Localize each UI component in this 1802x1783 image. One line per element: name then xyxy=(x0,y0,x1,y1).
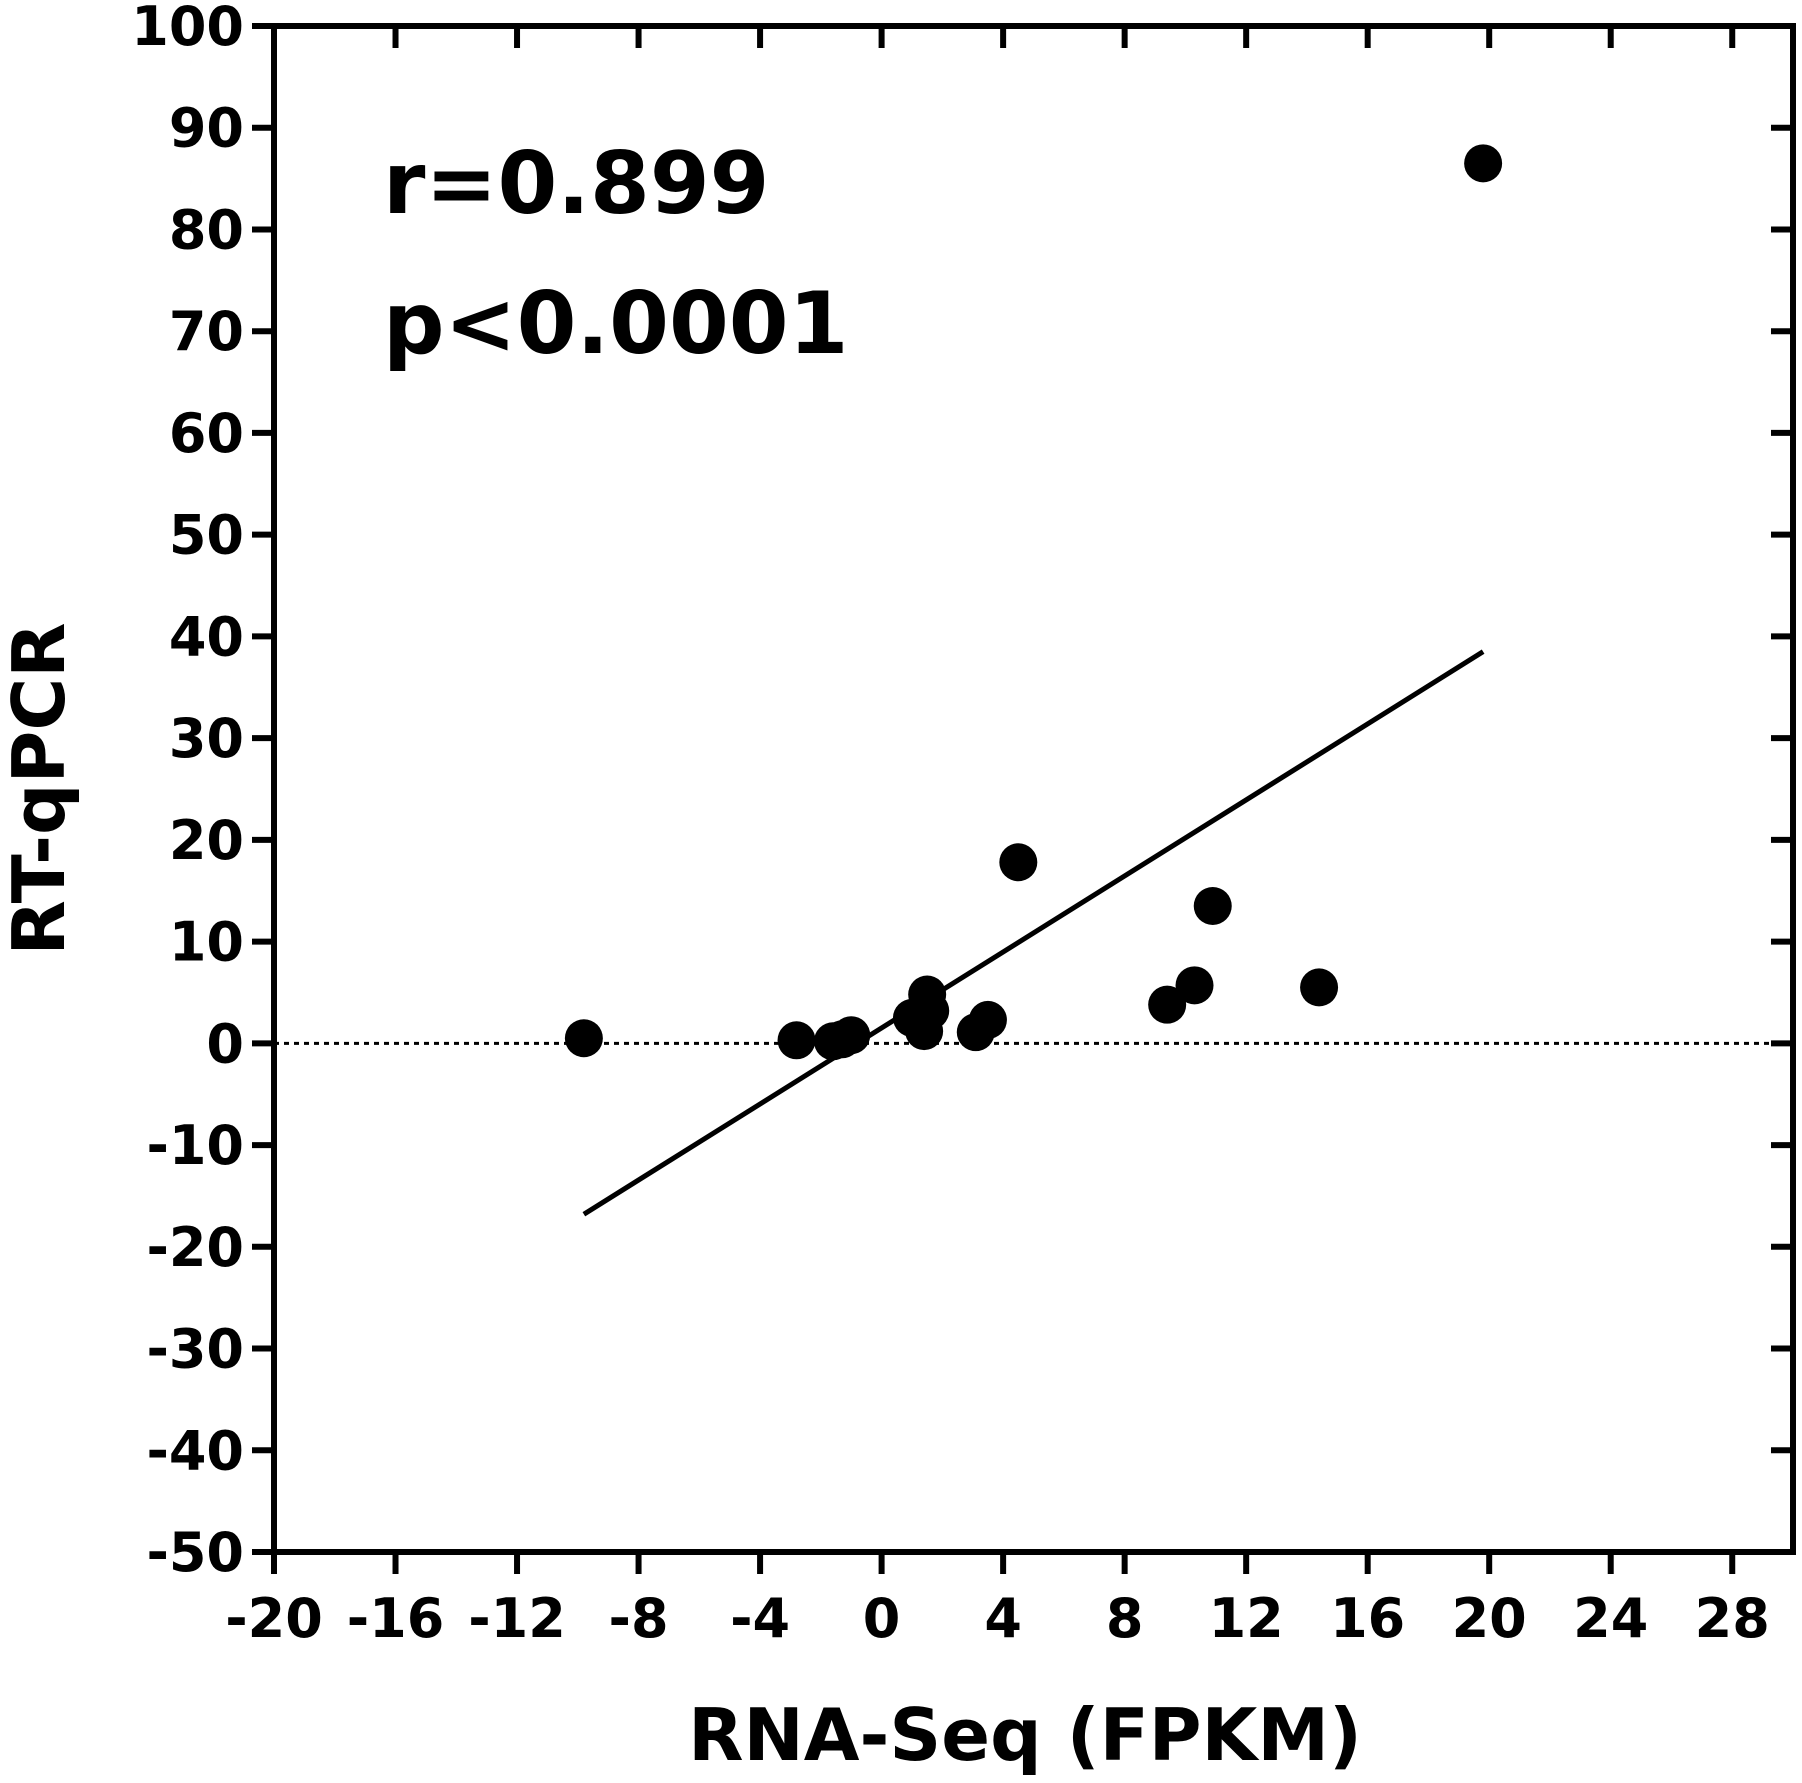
data-point xyxy=(1300,968,1339,1007)
y-tick-label: 50 xyxy=(169,504,244,567)
x-tick-label: -12 xyxy=(468,1587,566,1650)
correlation-annotation: r=0.899 xyxy=(383,134,770,234)
y-tick-label: 20 xyxy=(169,809,244,872)
y-tick-label: -50 xyxy=(146,1521,244,1584)
y-tick-label: 80 xyxy=(169,198,244,261)
data-point xyxy=(1148,985,1187,1024)
y-tick-label: 70 xyxy=(169,300,244,363)
data-point xyxy=(777,1021,816,1060)
x-tick-label: 8 xyxy=(1106,1587,1144,1650)
y-tick-label: 10 xyxy=(169,911,244,974)
y-tick-label: 40 xyxy=(169,605,244,668)
y-tick-label: -30 xyxy=(146,1318,244,1381)
y-tick-label: 90 xyxy=(169,97,244,160)
data-point xyxy=(1193,886,1232,925)
x-tick-label: -8 xyxy=(609,1587,669,1650)
x-tick-label: 16 xyxy=(1330,1587,1405,1650)
y-tick-label: 100 xyxy=(131,0,244,58)
x-tick-label: 20 xyxy=(1452,1587,1527,1650)
x-tick-label: -20 xyxy=(225,1587,323,1650)
data-point xyxy=(832,1016,871,1055)
x-tick-label: 28 xyxy=(1695,1587,1770,1650)
data-point xyxy=(1175,966,1214,1005)
x-tick-label: 24 xyxy=(1573,1587,1648,1650)
y-tick-label: -40 xyxy=(146,1419,244,1482)
data-point xyxy=(1464,144,1503,183)
y-tick-label: -20 xyxy=(146,1216,244,1279)
x-tick-label: -16 xyxy=(347,1587,445,1650)
x-tick-label: -4 xyxy=(730,1587,790,1650)
data-point xyxy=(968,1000,1007,1039)
plot-frame xyxy=(271,23,1796,1555)
x-axis-title: RNA-Seq (FPKM) xyxy=(688,1693,1362,1777)
data-point xyxy=(999,843,1038,882)
y-tick-label: -10 xyxy=(146,1114,244,1177)
y-tick-label: 60 xyxy=(169,402,244,465)
y-axis-title: RT-qPCR xyxy=(0,622,81,955)
axis-layer xyxy=(252,23,1796,1574)
p-value-annotation: p<0.0001 xyxy=(383,274,848,374)
plot-layer xyxy=(274,144,1793,1217)
y-tick-label: 0 xyxy=(206,1012,244,1075)
data-point xyxy=(911,991,950,1030)
x-tick-label: 12 xyxy=(1209,1587,1284,1650)
x-tick-label: 4 xyxy=(984,1587,1022,1650)
x-tick-label: 0 xyxy=(863,1587,901,1650)
regression-line xyxy=(582,649,1485,1217)
label-layer: -50-40-30-20-100102030405060708090100-20… xyxy=(131,0,1770,1650)
data-point xyxy=(564,1019,603,1058)
y-tick-label: 30 xyxy=(169,707,244,770)
